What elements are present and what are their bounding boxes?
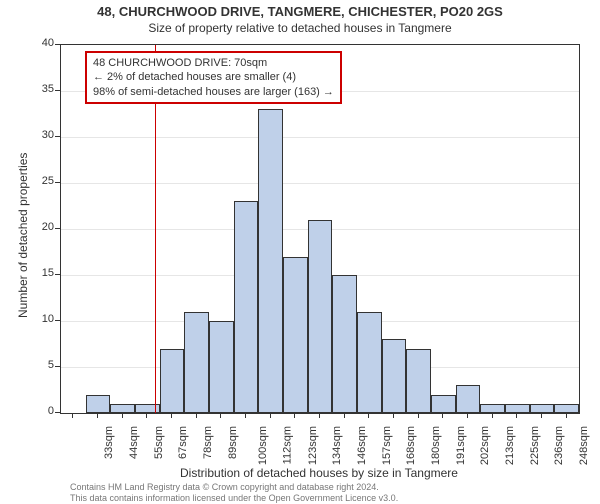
info-box-line: 48 CHURCHWOOD DRIVE: 70sqm	[93, 56, 334, 70]
x-tick-label: 123sqm	[307, 426, 319, 465]
y-tick-mark	[55, 412, 60, 413]
y-tick-mark	[55, 136, 60, 137]
histogram-bar	[357, 312, 382, 413]
plot-area: 48 CHURCHWOOD DRIVE: 70sqm← 2% of detach…	[60, 44, 580, 414]
x-tick-label: 180sqm	[430, 426, 442, 465]
y-tick-mark	[55, 44, 60, 45]
histogram-bar	[184, 312, 209, 413]
histogram-bar	[554, 404, 579, 413]
x-tick-mark	[294, 413, 295, 418]
histogram-bar	[86, 395, 111, 413]
chart-figure: 48, CHURCHWOOD DRIVE, TANGMERE, CHICHEST…	[0, 0, 600, 500]
histogram-bar	[505, 404, 530, 413]
x-tick-mark	[171, 413, 172, 418]
x-tick-label: 78sqm	[202, 426, 214, 459]
gridline	[61, 183, 579, 184]
histogram-bar	[234, 201, 259, 413]
x-tick-label: 213sqm	[504, 426, 516, 465]
x-tick-label: 33sqm	[103, 426, 115, 459]
x-tick-mark	[492, 413, 493, 418]
x-tick-label: 89sqm	[227, 426, 239, 459]
histogram-bar	[110, 404, 135, 413]
histogram-bar	[283, 257, 308, 413]
histogram-bar	[431, 395, 456, 413]
x-tick-label: 146sqm	[356, 426, 368, 465]
x-tick-label: 225sqm	[529, 426, 541, 465]
x-tick-mark	[418, 413, 419, 418]
x-tick-mark	[467, 413, 468, 418]
x-tick-mark	[393, 413, 394, 418]
x-tick-mark	[220, 413, 221, 418]
y-tick-label: 20	[30, 221, 54, 233]
x-tick-label: 134sqm	[331, 426, 343, 465]
x-axis-label: Distribution of detached houses by size …	[60, 466, 578, 480]
info-box: 48 CHURCHWOOD DRIVE: 70sqm← 2% of detach…	[85, 51, 342, 104]
x-tick-label: 236sqm	[553, 426, 565, 465]
y-tick-mark	[55, 274, 60, 275]
x-tick-mark	[270, 413, 271, 418]
y-tick-label: 35	[30, 83, 54, 95]
x-tick-mark	[442, 413, 443, 418]
licence-line: This data contains information licensed …	[70, 493, 398, 504]
histogram-bar	[308, 220, 333, 413]
y-tick-label: 30	[30, 129, 54, 141]
y-tick-mark	[55, 366, 60, 367]
x-tick-mark	[196, 413, 197, 418]
gridline	[61, 137, 579, 138]
x-tick-label: 112sqm	[281, 426, 293, 464]
info-box-line: 98% of semi-detached houses are larger (…	[93, 85, 334, 99]
x-tick-label: 157sqm	[381, 426, 393, 465]
x-tick-label: 248sqm	[578, 426, 590, 465]
x-tick-mark	[97, 413, 98, 418]
x-tick-label: 191sqm	[455, 426, 467, 465]
info-box-line: ← 2% of detached houses are smaller (4)	[93, 70, 334, 84]
histogram-bar	[160, 349, 185, 413]
y-tick-label: 10	[30, 313, 54, 325]
histogram-bar	[209, 321, 234, 413]
histogram-bar	[382, 339, 407, 413]
x-tick-mark	[344, 413, 345, 418]
y-tick-mark	[55, 90, 60, 91]
histogram-bar	[456, 385, 481, 413]
histogram-bar	[332, 275, 357, 413]
x-tick-mark	[72, 413, 73, 418]
histogram-bar	[480, 404, 505, 413]
y-tick-mark	[55, 228, 60, 229]
x-tick-mark	[566, 413, 567, 418]
y-tick-mark	[55, 182, 60, 183]
x-tick-label: 67sqm	[177, 426, 189, 459]
x-tick-mark	[319, 413, 320, 418]
licence-line: Contains HM Land Registry data © Crown c…	[70, 482, 398, 493]
x-tick-label: 55sqm	[153, 426, 165, 459]
y-tick-label: 0	[30, 405, 54, 417]
y-tick-label: 15	[30, 267, 54, 279]
histogram-bar	[258, 109, 283, 413]
x-tick-label: 168sqm	[405, 426, 417, 465]
chart-title: 48, CHURCHWOOD DRIVE, TANGMERE, CHICHEST…	[0, 0, 600, 19]
histogram-bar	[135, 404, 160, 413]
x-tick-mark	[146, 413, 147, 418]
x-tick-mark	[541, 413, 542, 418]
x-tick-mark	[122, 413, 123, 418]
y-tick-label: 40	[30, 37, 54, 49]
x-tick-mark	[516, 413, 517, 418]
y-axis-label: Number of detached properties	[16, 153, 30, 318]
x-tick-mark	[245, 413, 246, 418]
x-tick-label: 100sqm	[257, 426, 269, 465]
y-tick-mark	[55, 320, 60, 321]
x-tick-label: 44sqm	[128, 426, 140, 459]
histogram-bar	[530, 404, 555, 413]
y-tick-label: 5	[30, 359, 54, 371]
chart-subtitle: Size of property relative to detached ho…	[0, 19, 600, 35]
licence-text: Contains HM Land Registry data © Crown c…	[70, 482, 398, 504]
histogram-bar	[406, 349, 431, 413]
y-tick-label: 25	[30, 175, 54, 187]
x-tick-label: 202sqm	[479, 426, 491, 465]
x-tick-mark	[368, 413, 369, 418]
